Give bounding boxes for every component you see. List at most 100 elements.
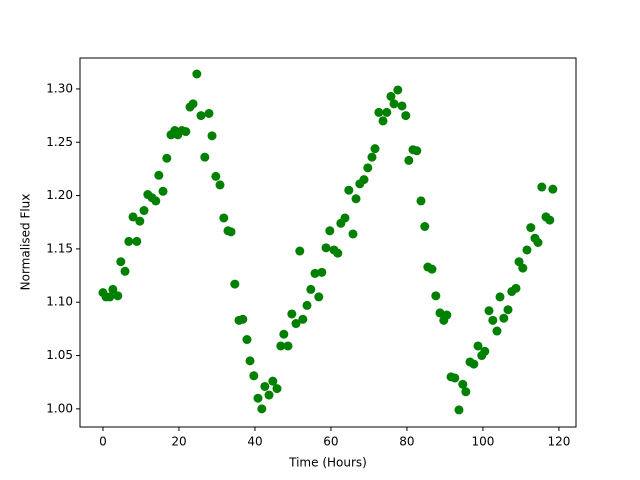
data-point — [272, 384, 282, 394]
data-point — [367, 152, 377, 162]
data-point — [469, 359, 479, 369]
data-point — [268, 376, 278, 386]
data-point — [264, 390, 274, 400]
data-point — [139, 206, 149, 216]
y-tick-label: 1.05 — [46, 348, 73, 362]
data-point — [351, 194, 361, 204]
y-tick-label: 1.10 — [46, 295, 73, 309]
data-point — [230, 279, 240, 289]
data-point — [454, 405, 464, 415]
data-point — [249, 371, 259, 381]
data-point — [291, 319, 301, 329]
data-point — [132, 236, 142, 246]
data-point — [283, 341, 293, 351]
data-point — [378, 116, 388, 126]
data-point — [363, 163, 373, 173]
plot-frame — [79, 57, 577, 428]
data-point — [302, 300, 312, 310]
data-point — [333, 248, 343, 258]
data-point — [196, 111, 206, 121]
data-point — [480, 346, 490, 356]
data-point — [518, 263, 528, 273]
data-point — [340, 213, 350, 223]
data-point — [317, 267, 327, 277]
y-tick-label: 1.20 — [46, 188, 73, 202]
data-point — [488, 315, 498, 325]
data-point — [548, 184, 558, 194]
data-point — [499, 313, 509, 323]
data-point — [404, 155, 414, 165]
data-point — [298, 314, 308, 324]
data-point — [348, 229, 358, 239]
y-tick-label: 1.15 — [46, 241, 73, 255]
data-point — [473, 341, 483, 351]
data-point — [154, 170, 164, 180]
data-point — [306, 284, 316, 294]
data-point — [242, 335, 252, 345]
data-point — [211, 171, 221, 181]
data-point — [359, 175, 369, 185]
data-point — [344, 185, 354, 195]
data-point — [321, 243, 331, 253]
data-point — [124, 236, 134, 246]
y-tick-label: 1.30 — [46, 81, 73, 95]
data-point — [484, 306, 494, 316]
data-point — [386, 91, 396, 101]
data-point — [113, 291, 123, 301]
data-point — [260, 381, 270, 391]
data-point — [226, 227, 236, 237]
data-point — [238, 314, 248, 324]
data-point — [374, 107, 384, 117]
data-point — [162, 153, 172, 163]
data-point — [397, 101, 407, 111]
x-tick-label: 60 — [323, 435, 338, 449]
data-point — [325, 226, 335, 236]
data-point — [442, 310, 452, 320]
y-tick-label: 1.25 — [46, 135, 73, 149]
data-point — [533, 238, 543, 247]
data-point — [537, 182, 547, 192]
data-point — [200, 152, 210, 162]
data-point — [207, 131, 217, 141]
data-point — [382, 107, 392, 117]
x-axis-label: Time (Hours) — [288, 456, 367, 470]
data-point — [511, 283, 521, 293]
data-point — [192, 69, 202, 79]
x-tick-label: 20 — [171, 435, 186, 449]
data-point — [461, 387, 471, 397]
data-point — [188, 99, 198, 109]
data-point — [393, 85, 403, 95]
data-point — [389, 99, 399, 109]
data-point — [219, 213, 229, 223]
data-point — [431, 291, 441, 301]
x-tick-label: 80 — [399, 435, 414, 449]
x-tick-label: 120 — [547, 435, 570, 449]
data-point — [370, 144, 380, 154]
x-tick-label: 40 — [247, 435, 262, 449]
y-axis-label: Normalised Flux — [19, 194, 33, 291]
data-point — [458, 379, 468, 389]
data-point — [522, 245, 532, 255]
data-point — [253, 393, 263, 403]
data-point — [416, 196, 426, 206]
data-point — [116, 257, 126, 267]
data-point — [151, 196, 161, 206]
data-point — [314, 292, 324, 302]
data-point — [492, 326, 502, 336]
data-point — [181, 127, 191, 137]
data-point — [412, 146, 422, 156]
data-point — [257, 404, 267, 414]
data-point — [545, 215, 555, 225]
data-point — [495, 292, 505, 302]
y-tick-label: 1.00 — [46, 401, 73, 415]
x-tick-label: 100 — [471, 435, 494, 449]
data-point — [279, 329, 289, 339]
data-point — [427, 264, 437, 274]
data-point — [450, 373, 460, 383]
data-point — [105, 292, 115, 302]
data-point — [295, 246, 305, 256]
data-point — [276, 341, 286, 351]
data-point — [245, 356, 255, 366]
x-tick-label: 0 — [99, 435, 107, 449]
